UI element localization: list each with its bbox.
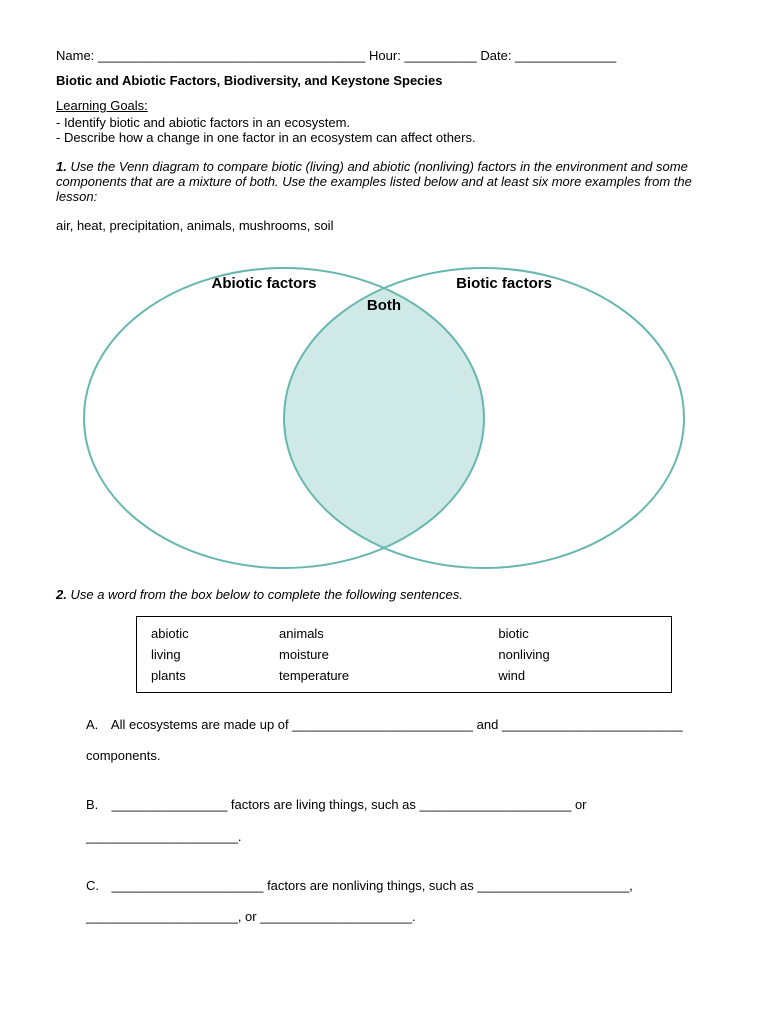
svg-text:Biotic factors: Biotic factors <box>456 275 552 292</box>
goal-item: - Identify biotic and abiotic factors in… <box>56 115 712 130</box>
word-cell: nonliving <box>494 644 661 665</box>
word-cell: wind <box>494 665 661 686</box>
learning-goals-heading: Learning Goals: <box>56 98 712 113</box>
word-cell: abiotic <box>147 623 275 644</box>
word-box-table: abiotic animals biotic living moisture n… <box>147 623 661 686</box>
sentence-letter: A. <box>86 709 108 740</box>
svg-text:Abiotic factors: Abiotic factors <box>211 275 316 292</box>
question-text: Use a word from the box below to complet… <box>70 587 462 602</box>
word-cell: biotic <box>494 623 661 644</box>
word-box: abiotic animals biotic living moisture n… <box>136 616 672 693</box>
learning-goals-list: - Identify biotic and abiotic factors in… <box>56 115 712 145</box>
sentence-letter: B. <box>86 789 108 820</box>
name-field[interactable]: Name: __________________________________… <box>56 48 365 63</box>
venn-svg: Abiotic factors Biotic factors Both <box>64 243 704 573</box>
hour-field[interactable]: Hour: __________ <box>369 48 477 63</box>
sentence-a: A. All ecosystems are made up of _______… <box>86 709 712 771</box>
venn-diagram: Abiotic factors Biotic factors Both <box>64 243 704 573</box>
sentence-text[interactable]: All ecosystems are made up of __________… <box>86 717 683 763</box>
question-2-instructions: 2. Use a word from the box below to comp… <box>56 587 712 602</box>
sentence-text[interactable]: ________________ factors are living thin… <box>86 797 587 843</box>
question-number: 1. <box>56 159 67 174</box>
word-cell: plants <box>147 665 275 686</box>
header-fields: Name: __________________________________… <box>56 48 712 63</box>
worksheet-title: Biotic and Abiotic Factors, Biodiversity… <box>56 73 712 88</box>
word-cell: animals <box>275 623 494 644</box>
table-row: plants temperature wind <box>147 665 661 686</box>
table-row: living moisture nonliving <box>147 644 661 665</box>
sentence-c: C. _____________________ factors are non… <box>86 870 712 932</box>
goal-item: - Describe how a change in one factor in… <box>56 130 712 145</box>
question-1-instructions: 1. Use the Venn diagram to compare bioti… <box>56 159 712 204</box>
word-cell: living <box>147 644 275 665</box>
word-cell: moisture <box>275 644 494 665</box>
example-words: air, heat, precipitation, animals, mushr… <box>56 218 712 233</box>
sentence-text[interactable]: _____________________ factors are nonliv… <box>86 878 633 924</box>
date-field[interactable]: Date: ______________ <box>480 48 616 63</box>
svg-text:Both: Both <box>367 297 401 314</box>
table-row: abiotic animals biotic <box>147 623 661 644</box>
sentence-b: B. ________________ factors are living t… <box>86 789 712 851</box>
word-cell: temperature <box>275 665 494 686</box>
question-number: 2. <box>56 587 67 602</box>
sentence-letter: C. <box>86 870 108 901</box>
